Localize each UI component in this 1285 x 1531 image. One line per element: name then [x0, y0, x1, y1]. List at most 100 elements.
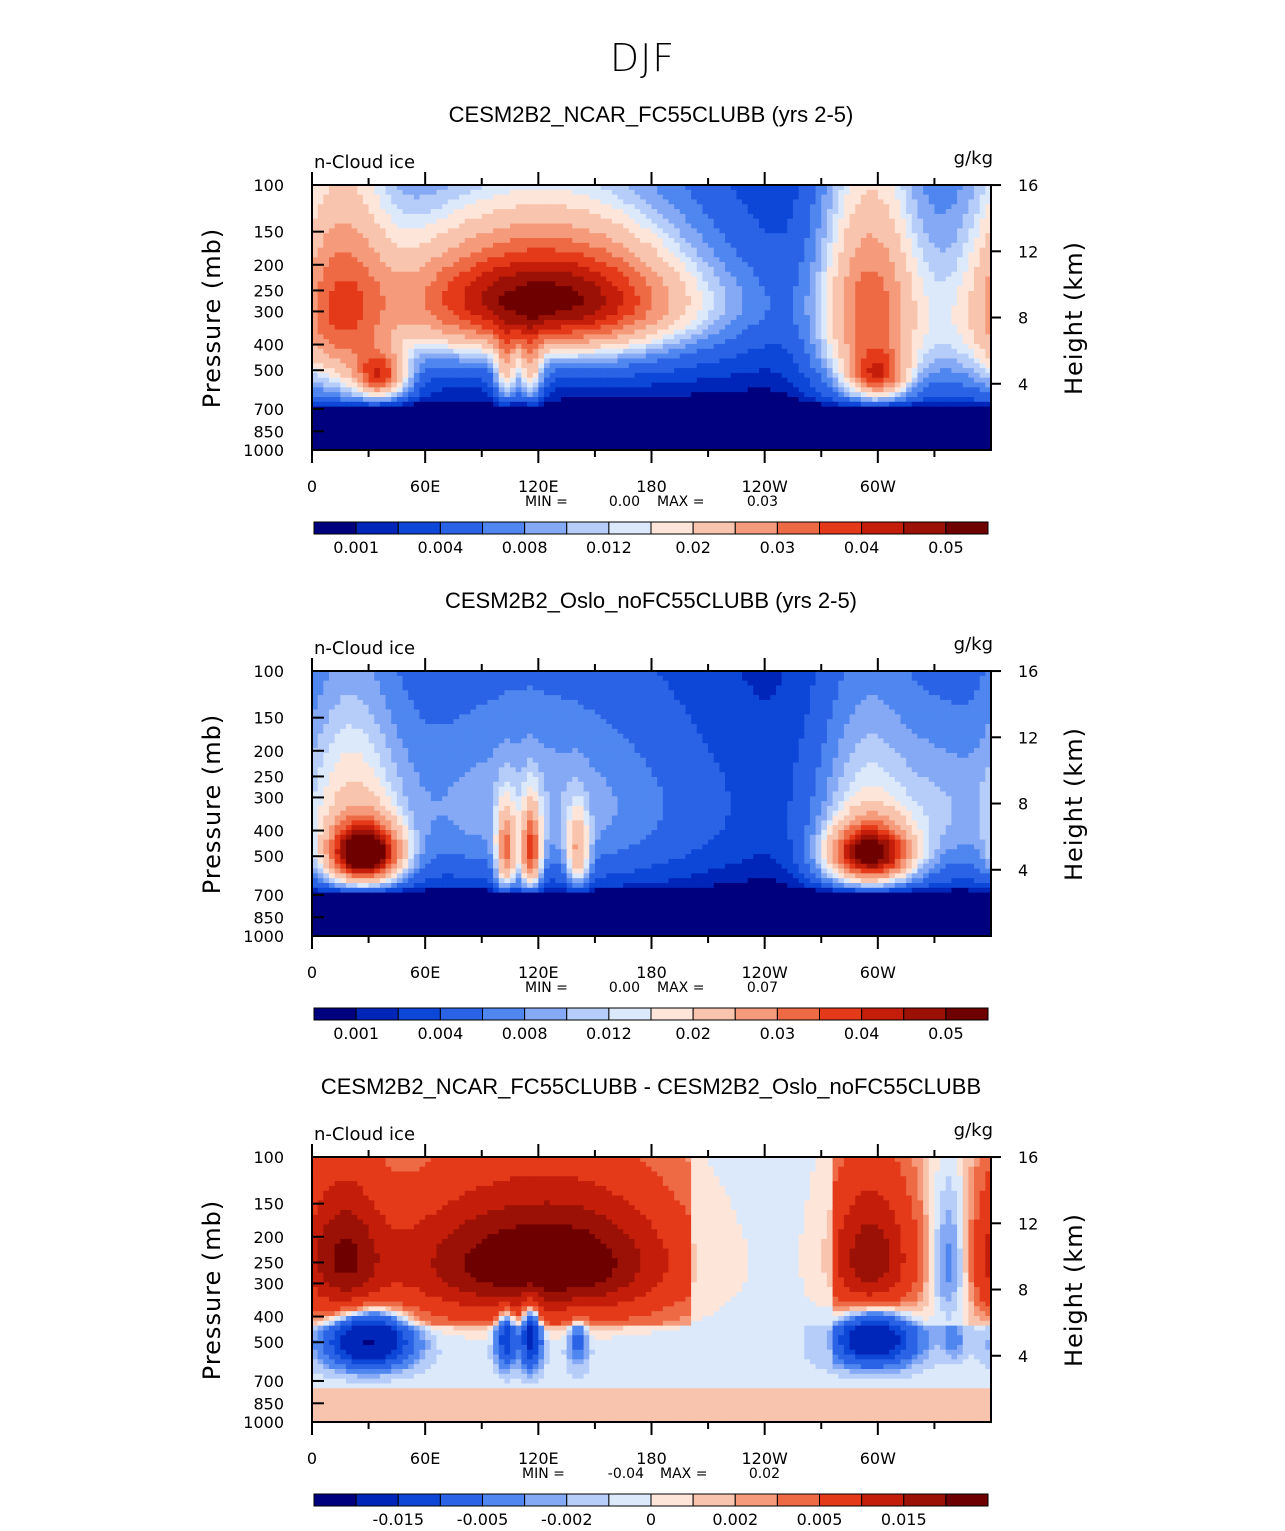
heat-cell — [436, 339, 443, 345]
heat-cell — [527, 339, 534, 345]
heat-cell — [832, 372, 839, 379]
heat-cell — [351, 276, 358, 282]
heat-cell — [742, 266, 749, 273]
heat-cell — [430, 339, 438, 345]
heat-cell — [396, 228, 404, 234]
heat-cell — [962, 247, 969, 254]
heat-cell — [849, 339, 856, 345]
heat-cell — [436, 276, 443, 282]
heat-cell — [538, 300, 545, 307]
heat-cell — [549, 209, 556, 215]
heat-cell — [764, 339, 771, 345]
heat-cell — [866, 353, 873, 360]
heat-cell — [691, 368, 698, 374]
heat-cell — [928, 194, 936, 201]
heat-cell — [770, 324, 777, 331]
heat-cell — [934, 315, 941, 321]
heat-cell — [532, 295, 539, 302]
heat-cell — [809, 266, 817, 273]
heat-cell — [334, 242, 341, 249]
heat-cell — [453, 233, 460, 239]
heat-cell — [374, 300, 381, 307]
heat-cell — [487, 353, 494, 360]
heat-cell — [606, 310, 613, 316]
heat-cell — [674, 252, 681, 258]
heat-cell — [430, 382, 438, 388]
heat-cell — [957, 377, 964, 384]
heat-cell — [951, 228, 958, 234]
heat-cell — [821, 339, 828, 345]
heat-cell — [736, 300, 743, 307]
heat-cell — [362, 242, 370, 249]
heat-cell — [911, 348, 919, 355]
heat-cell — [323, 348, 330, 355]
heat-cell — [900, 189, 907, 196]
heat-cell — [481, 199, 489, 205]
heat-cell — [974, 353, 981, 360]
heat-cell — [696, 247, 704, 254]
heat-cell — [832, 266, 839, 273]
heat-cell — [481, 358, 489, 364]
heat-cell — [696, 368, 704, 374]
heat-cell — [838, 295, 845, 302]
heat-cell — [362, 315, 370, 321]
heat-cell — [674, 377, 681, 384]
heat-cell — [334, 382, 341, 388]
heat-cell — [470, 334, 477, 340]
heat-cell — [623, 223, 630, 229]
heat-cell — [566, 228, 573, 234]
heat-cell — [713, 185, 720, 191]
heat-cell — [804, 262, 811, 268]
heat-cell — [623, 209, 630, 215]
heat-cell — [877, 233, 885, 239]
heat-cell — [385, 213, 392, 220]
heat-cell — [357, 377, 364, 384]
heat-cell — [657, 271, 664, 278]
heat-cell — [419, 209, 426, 215]
heat-cell — [945, 334, 952, 340]
heat-cell — [600, 189, 607, 196]
heat-cell — [385, 353, 392, 360]
heat-cell — [459, 353, 466, 360]
heat-cell — [532, 233, 539, 239]
heat-cell — [459, 300, 466, 307]
heat-cell — [628, 377, 636, 384]
heat-cell — [606, 353, 613, 360]
heat-cell — [549, 329, 556, 335]
heat-cell — [555, 247, 562, 254]
heat-cell — [521, 358, 528, 364]
heat-cell — [543, 377, 551, 384]
heat-cell — [911, 233, 919, 239]
heat-cell — [804, 368, 811, 374]
heat-cell — [770, 372, 777, 379]
heat-cell — [312, 218, 319, 225]
heat-cell — [328, 262, 336, 268]
heat-cell — [413, 339, 421, 345]
heat-cell — [436, 185, 443, 191]
heat-cell — [855, 228, 862, 234]
heat-cell — [374, 334, 381, 340]
heat-cell — [600, 262, 607, 268]
heat-cell — [549, 271, 556, 278]
heat-cell — [425, 382, 432, 388]
heat-cell — [906, 213, 913, 220]
heat-cell — [640, 329, 647, 335]
heat-cell — [662, 377, 670, 384]
heat-cell — [804, 185, 811, 191]
heat-cell — [385, 348, 392, 355]
heat-cell — [476, 344, 483, 350]
heat-cell — [917, 344, 924, 350]
heat-cell — [855, 310, 862, 316]
heat-cell — [940, 209, 947, 215]
heat-cell — [775, 348, 783, 355]
heat-cell — [611, 194, 619, 201]
heat-cell — [906, 233, 913, 239]
heat-cell — [498, 363, 505, 369]
heat-cell — [396, 372, 404, 379]
heat-cell — [679, 358, 687, 364]
heat-cell — [328, 353, 336, 360]
heat-cell — [759, 305, 766, 311]
heat-cell — [674, 310, 681, 316]
heat-cell — [985, 271, 991, 278]
heat-cell — [560, 310, 568, 316]
